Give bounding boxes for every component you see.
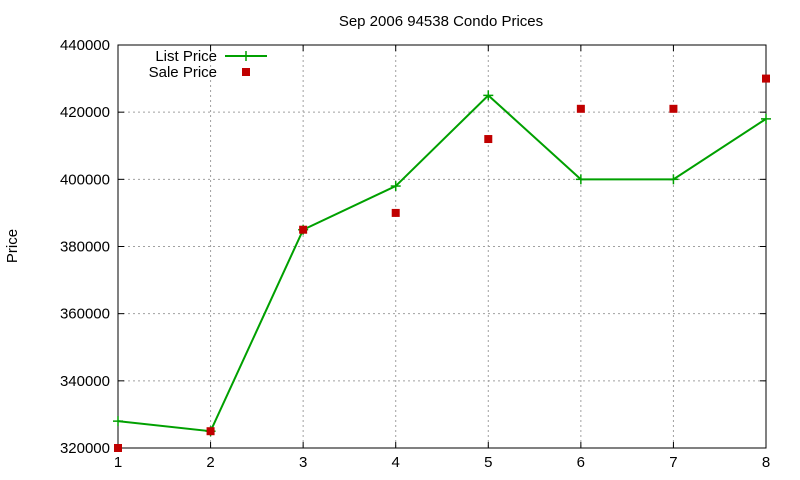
data-point: [206, 427, 215, 436]
x-tick-label-8: 8: [762, 454, 770, 471]
y-axis: 320000 340000 360000 380000 400000 420000 4400…: [60, 37, 766, 457]
series-list-price: [113, 90, 771, 437]
chart-title: Sep 2006 94538 Condo Prices: [339, 13, 543, 30]
y-tick-label-400000: 400000: [60, 171, 110, 188]
x-tick-label-4: 4: [392, 454, 400, 471]
data-point: [761, 113, 771, 124]
y-tick-label-420000: 420000: [60, 104, 110, 121]
y-axis-label: Price: [4, 229, 21, 263]
y-tick-label-360000: 360000: [60, 306, 110, 323]
x-tick-label-2: 2: [206, 454, 214, 471]
data-point: [669, 104, 678, 113]
data-point: [668, 174, 679, 185]
data-point: [762, 74, 770, 83]
data-point: [575, 174, 586, 185]
series-line: [117, 94, 767, 433]
grid-lines: [118, 45, 766, 448]
series-layer: [113, 74, 771, 452]
y-tick-label-440000: 440000: [60, 37, 110, 54]
data-point: [391, 208, 400, 217]
x-tick-label-5: 5: [484, 454, 492, 471]
y-tick-label-340000: 340000: [60, 373, 110, 390]
x-tick-label-6: 6: [577, 454, 585, 471]
legend-label: List Price: [155, 48, 217, 65]
legend-entry-2: Sale Price: [149, 64, 250, 81]
y-tick-label-320000: 320000: [60, 440, 110, 457]
data-point: [113, 416, 123, 427]
data-point: [114, 444, 122, 452]
series-sale-price: [114, 74, 770, 452]
x-tick-label-7: 7: [669, 454, 677, 471]
x-tick-label-3: 3: [299, 454, 307, 471]
y-tick-label-380000: 380000: [60, 239, 110, 256]
data-point: [576, 104, 585, 113]
x-tick-label-1: 1: [114, 454, 122, 471]
x-axis: 1 2 3 4 5 6 7 8: [114, 45, 770, 471]
legend-marker: [242, 68, 250, 76]
legend-label: Sale Price: [149, 64, 217, 81]
legend-entry-1: List Price: [155, 48, 267, 65]
legend-marker: [241, 51, 251, 61]
data-point: [299, 225, 308, 234]
data-point: [390, 181, 401, 192]
data-point: [484, 135, 493, 144]
data-point: [483, 90, 494, 101]
